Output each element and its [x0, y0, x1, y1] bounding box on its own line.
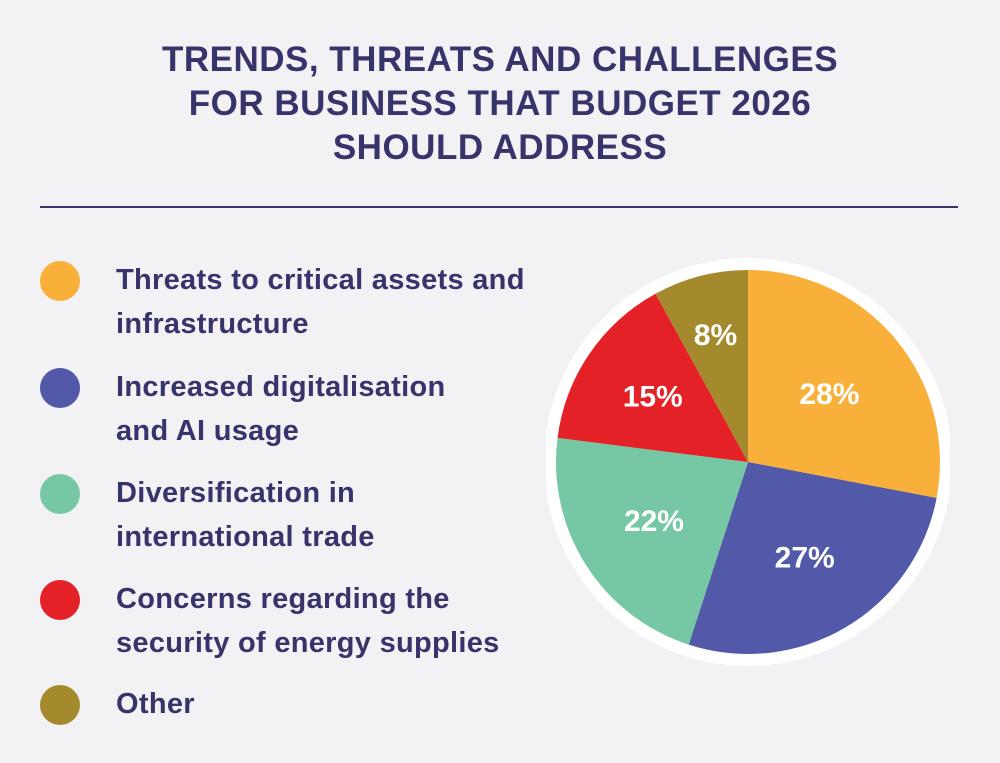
legend-label-line: Increased digitalisation	[116, 371, 446, 403]
title-line-2: FOR BUSINESS THAT BUDGET 2026	[188, 84, 812, 123]
legend-label-line: infrastructure	[116, 308, 309, 340]
legend-label-line: international trade	[116, 521, 375, 553]
pie-slice-3	[556, 437, 748, 645]
title-divider	[40, 206, 958, 208]
legend-label-line: Other	[116, 688, 195, 720]
pie-chart-container: 28% 27% 22% 15% 8%	[544, 250, 952, 674]
legend-swatch-threats	[40, 261, 80, 301]
pie-slice-label-5: 8%	[694, 319, 737, 352]
pie-slice-1	[748, 270, 940, 498]
pie-chart: 28% 27% 22% 15% 8%	[544, 258, 952, 666]
title-line-1: TRENDS, THREATS AND CHALLENGES	[161, 40, 839, 79]
chart-title: TRENDS, THREATS AND CHALLENGES FOR BUSIN…	[0, 38, 1000, 170]
legend-label-digitalisation: Increased digitalisation and AI usage	[116, 365, 586, 453]
legend-label-threats: Threats to critical assets and infrastru…	[116, 258, 586, 346]
legend-label-other: Other	[116, 682, 586, 726]
title-line-3: SHOULD ADDRESS	[332, 128, 668, 167]
legend-label-trade: Diversification in international trade	[116, 471, 586, 559]
pie-slice-label-2: 27%	[775, 541, 835, 574]
legend-label-line: Threats to critical assets and	[116, 264, 525, 296]
pie-slice-label-1: 28%	[799, 378, 859, 411]
pie-slice-2	[688, 462, 937, 654]
legend-label-line: Diversification in	[116, 477, 356, 509]
legend-swatch-digitalisation	[40, 368, 80, 408]
legend-swatch-other	[40, 685, 80, 725]
pie-slice-5	[655, 270, 748, 462]
legend-swatch-trade	[40, 474, 80, 514]
legend-label-line: security of energy supplies	[116, 627, 500, 659]
pie-slice-label-4: 15%	[623, 381, 683, 414]
legend-label-line: and AI usage	[116, 415, 300, 447]
pie-slice-label-3: 22%	[624, 505, 684, 538]
legend-label-line: Concerns regarding the	[116, 583, 450, 615]
legend-swatch-energy	[40, 580, 80, 620]
legend-label-energy: Concerns regarding the security of energ…	[116, 577, 586, 665]
pie-slice-4	[557, 293, 748, 462]
